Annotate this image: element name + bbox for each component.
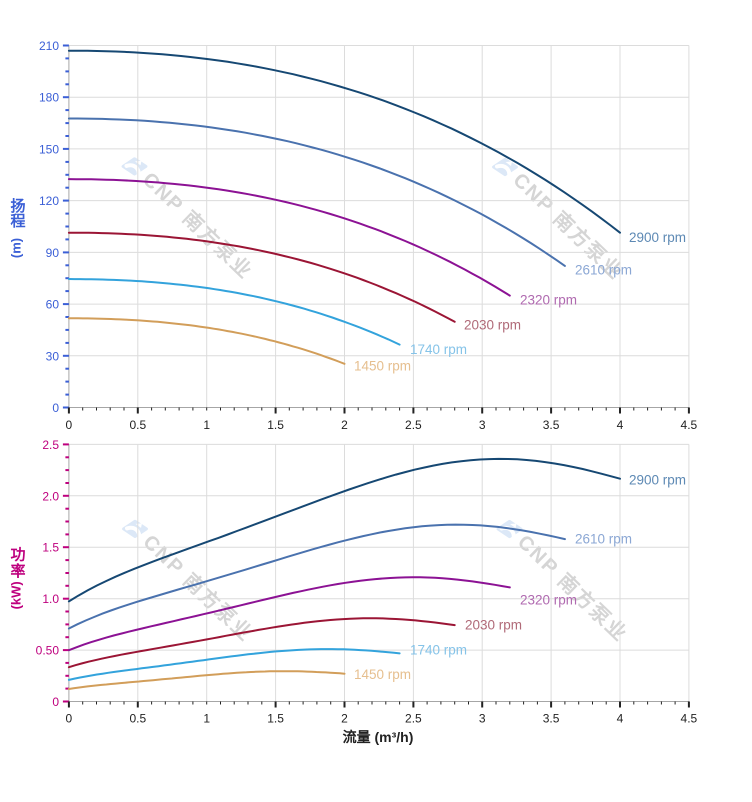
svg-text:4.5: 4.5 bbox=[681, 712, 698, 726]
svg-text:210: 210 bbox=[39, 39, 59, 53]
svg-text:2610 rpm: 2610 rpm bbox=[575, 262, 632, 277]
svg-text:1450 rpm: 1450 rpm bbox=[354, 667, 411, 682]
svg-text:2320 rpm: 2320 rpm bbox=[520, 592, 577, 607]
svg-text:率: 率 bbox=[10, 562, 25, 580]
svg-text:3: 3 bbox=[479, 712, 486, 726]
svg-text:120: 120 bbox=[39, 194, 59, 208]
svg-text:程: 程 bbox=[10, 213, 25, 230]
svg-text:1740 rpm: 1740 rpm bbox=[410, 342, 467, 357]
svg-text:2030 rpm: 2030 rpm bbox=[465, 617, 522, 632]
svg-text:2.5: 2.5 bbox=[405, 418, 422, 432]
svg-text:2900 rpm: 2900 rpm bbox=[629, 230, 686, 245]
svg-text:0: 0 bbox=[52, 695, 59, 709]
svg-text:90: 90 bbox=[46, 246, 60, 260]
svg-text:0: 0 bbox=[66, 418, 73, 432]
svg-text:1450 rpm: 1450 rpm bbox=[354, 358, 411, 373]
svg-text:1.5: 1.5 bbox=[267, 418, 284, 432]
svg-text:0: 0 bbox=[66, 712, 73, 726]
svg-text:1: 1 bbox=[203, 418, 210, 432]
svg-text:2.5: 2.5 bbox=[42, 438, 59, 452]
svg-text:扬: 扬 bbox=[10, 197, 25, 215]
svg-text:4: 4 bbox=[617, 712, 624, 726]
svg-text:(kW): (kW) bbox=[9, 581, 24, 609]
svg-text:4: 4 bbox=[617, 418, 624, 432]
svg-text:1.0: 1.0 bbox=[42, 592, 59, 606]
svg-text:1.5: 1.5 bbox=[267, 712, 284, 726]
svg-text:1.5: 1.5 bbox=[42, 541, 59, 555]
svg-text:2.0: 2.0 bbox=[42, 489, 59, 503]
svg-text:(m): (m) bbox=[9, 238, 24, 258]
svg-text:0.50: 0.50 bbox=[36, 644, 60, 658]
svg-text:功: 功 bbox=[10, 547, 25, 564]
svg-text:2.5: 2.5 bbox=[405, 712, 422, 726]
svg-text:2900 rpm: 2900 rpm bbox=[629, 472, 686, 487]
svg-text:0: 0 bbox=[52, 401, 59, 415]
svg-text:2610 rpm: 2610 rpm bbox=[575, 531, 632, 546]
svg-text:0.5: 0.5 bbox=[129, 418, 146, 432]
svg-text:3: 3 bbox=[479, 418, 486, 432]
svg-text:30: 30 bbox=[46, 349, 60, 363]
svg-text:2: 2 bbox=[341, 712, 348, 726]
svg-text:2030 rpm: 2030 rpm bbox=[464, 317, 521, 332]
svg-text:流量 (m³/h): 流量 (m³/h) bbox=[343, 729, 414, 745]
svg-text:3.5: 3.5 bbox=[543, 712, 560, 726]
svg-text:0.5: 0.5 bbox=[129, 712, 146, 726]
svg-text:2320 rpm: 2320 rpm bbox=[520, 292, 577, 307]
svg-text:4.5: 4.5 bbox=[681, 418, 698, 432]
svg-text:60: 60 bbox=[46, 298, 60, 312]
svg-text:1740 rpm: 1740 rpm bbox=[410, 642, 467, 657]
svg-text:150: 150 bbox=[39, 142, 59, 156]
svg-text:2: 2 bbox=[341, 418, 348, 432]
svg-text:1: 1 bbox=[203, 712, 210, 726]
svg-text:180: 180 bbox=[39, 91, 59, 105]
svg-text:3.5: 3.5 bbox=[543, 418, 560, 432]
